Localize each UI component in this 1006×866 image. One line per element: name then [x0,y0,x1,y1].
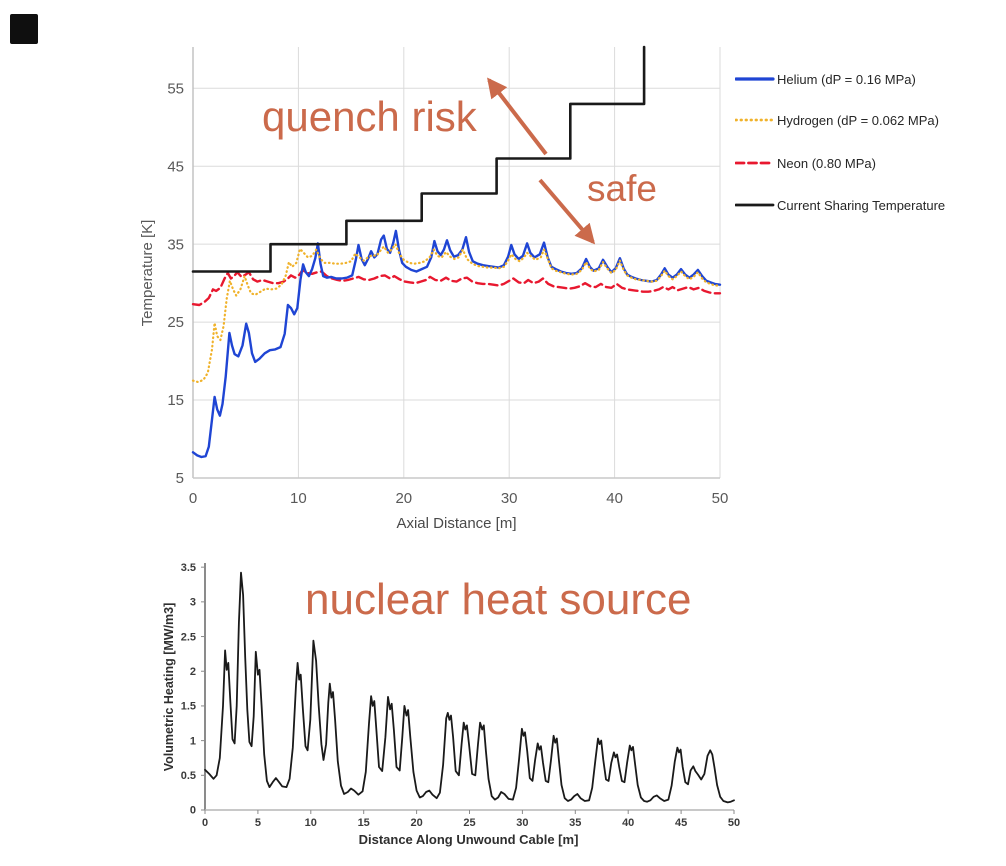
x-tick-label: 40 [606,490,623,507]
y-tick-label: 5 [176,470,184,487]
legend-label: Hydrogen (dP = 0.062 MPa) [777,112,939,128]
corner-box [10,14,38,44]
y-tick-label: 25 [167,314,184,331]
quench-risk-arrow [487,77,548,156]
y-tick-label: 2 [190,666,196,678]
x-tick-label: 25 [463,817,475,829]
y-tick-label: 35 [167,236,184,253]
safe-label: safe [587,168,657,209]
legend-item: Hydrogen (dP = 0.062 MPa) [735,112,939,128]
bottom-chart: 0 5 10 15 20 25 30 35 40 45 50 0 0.5 1 1.5 2 2.5 3 3.5 [181,562,740,829]
series-temperature-profiles-0 [191,268,722,307]
series-temperature-profiles-3 [191,45,646,273]
axial-distance-axis-label: Axial Distance [m] [396,515,517,532]
legend-label: Helium (dP = 0.16 MPa) [777,71,916,87]
legend-item: Current Sharing Temperature [735,197,945,213]
legend-label: Neon (0.80 MPa) [777,155,876,171]
volumetric-heating-axis-label: Volumetric Heating [MW/m3] [162,602,176,772]
top-chart: 0 10 20 30 40 50 5 15 25 35 45 55 [167,45,729,507]
series-volumetric-heating-0 [204,571,735,804]
y-tick-label: 15 [167,392,184,409]
x-tick-label: 10 [290,490,307,507]
y-tick-label: 3 [190,597,196,609]
x-tick-label: 5 [255,817,261,829]
legend-item: Neon (0.80 MPa) [735,155,876,171]
y-tick-label: 45 [167,158,184,175]
series-temperature-profiles-2 [191,243,722,384]
x-tick-label: 15 [358,817,370,829]
x-tick-label: 20 [395,490,412,507]
x-tick-label: 30 [501,490,518,507]
x-tick-label: 50 [728,817,740,829]
legend-line-sample [735,203,775,207]
x-tick-label: 20 [410,817,422,829]
legend-label: Current Sharing Temperature [777,197,946,213]
y-tick-label: 1 [190,735,196,747]
legend-item: Helium (dP = 0.16 MPa) [735,71,916,87]
unwound-cable-axis-label: Distance Along Unwound Cable [m] [358,832,579,847]
x-tick-label: 35 [569,817,581,829]
quench-risk-label: quench risk [262,93,477,140]
x-tick-label: 40 [622,817,634,829]
y-tick-label: 2.5 [181,631,196,643]
y-tick-label: 0 [190,805,196,817]
legend-line-sample [735,77,775,81]
y-tick-label: 55 [167,80,184,97]
legend-line-sample [735,161,775,165]
x-tick-label: 45 [675,817,687,829]
temperature-axis-label: Temperature [K] [139,219,156,327]
y-tick-label: 1.5 [181,701,196,713]
safe-arrow [538,178,596,245]
x-tick-label: 10 [305,817,317,829]
series-temperature-profiles-1 [191,229,722,459]
legend-line-sample [735,118,775,122]
y-tick-label: 0.5 [181,770,196,782]
x-tick-label: 30 [516,817,528,829]
x-tick-label: 0 [189,490,197,507]
y-tick-label: 3.5 [181,562,196,574]
x-tick-label: 0 [202,817,208,829]
nuclear-heat-source-label: nuclear heat source [305,575,692,624]
x-tick-label: 50 [712,490,729,507]
